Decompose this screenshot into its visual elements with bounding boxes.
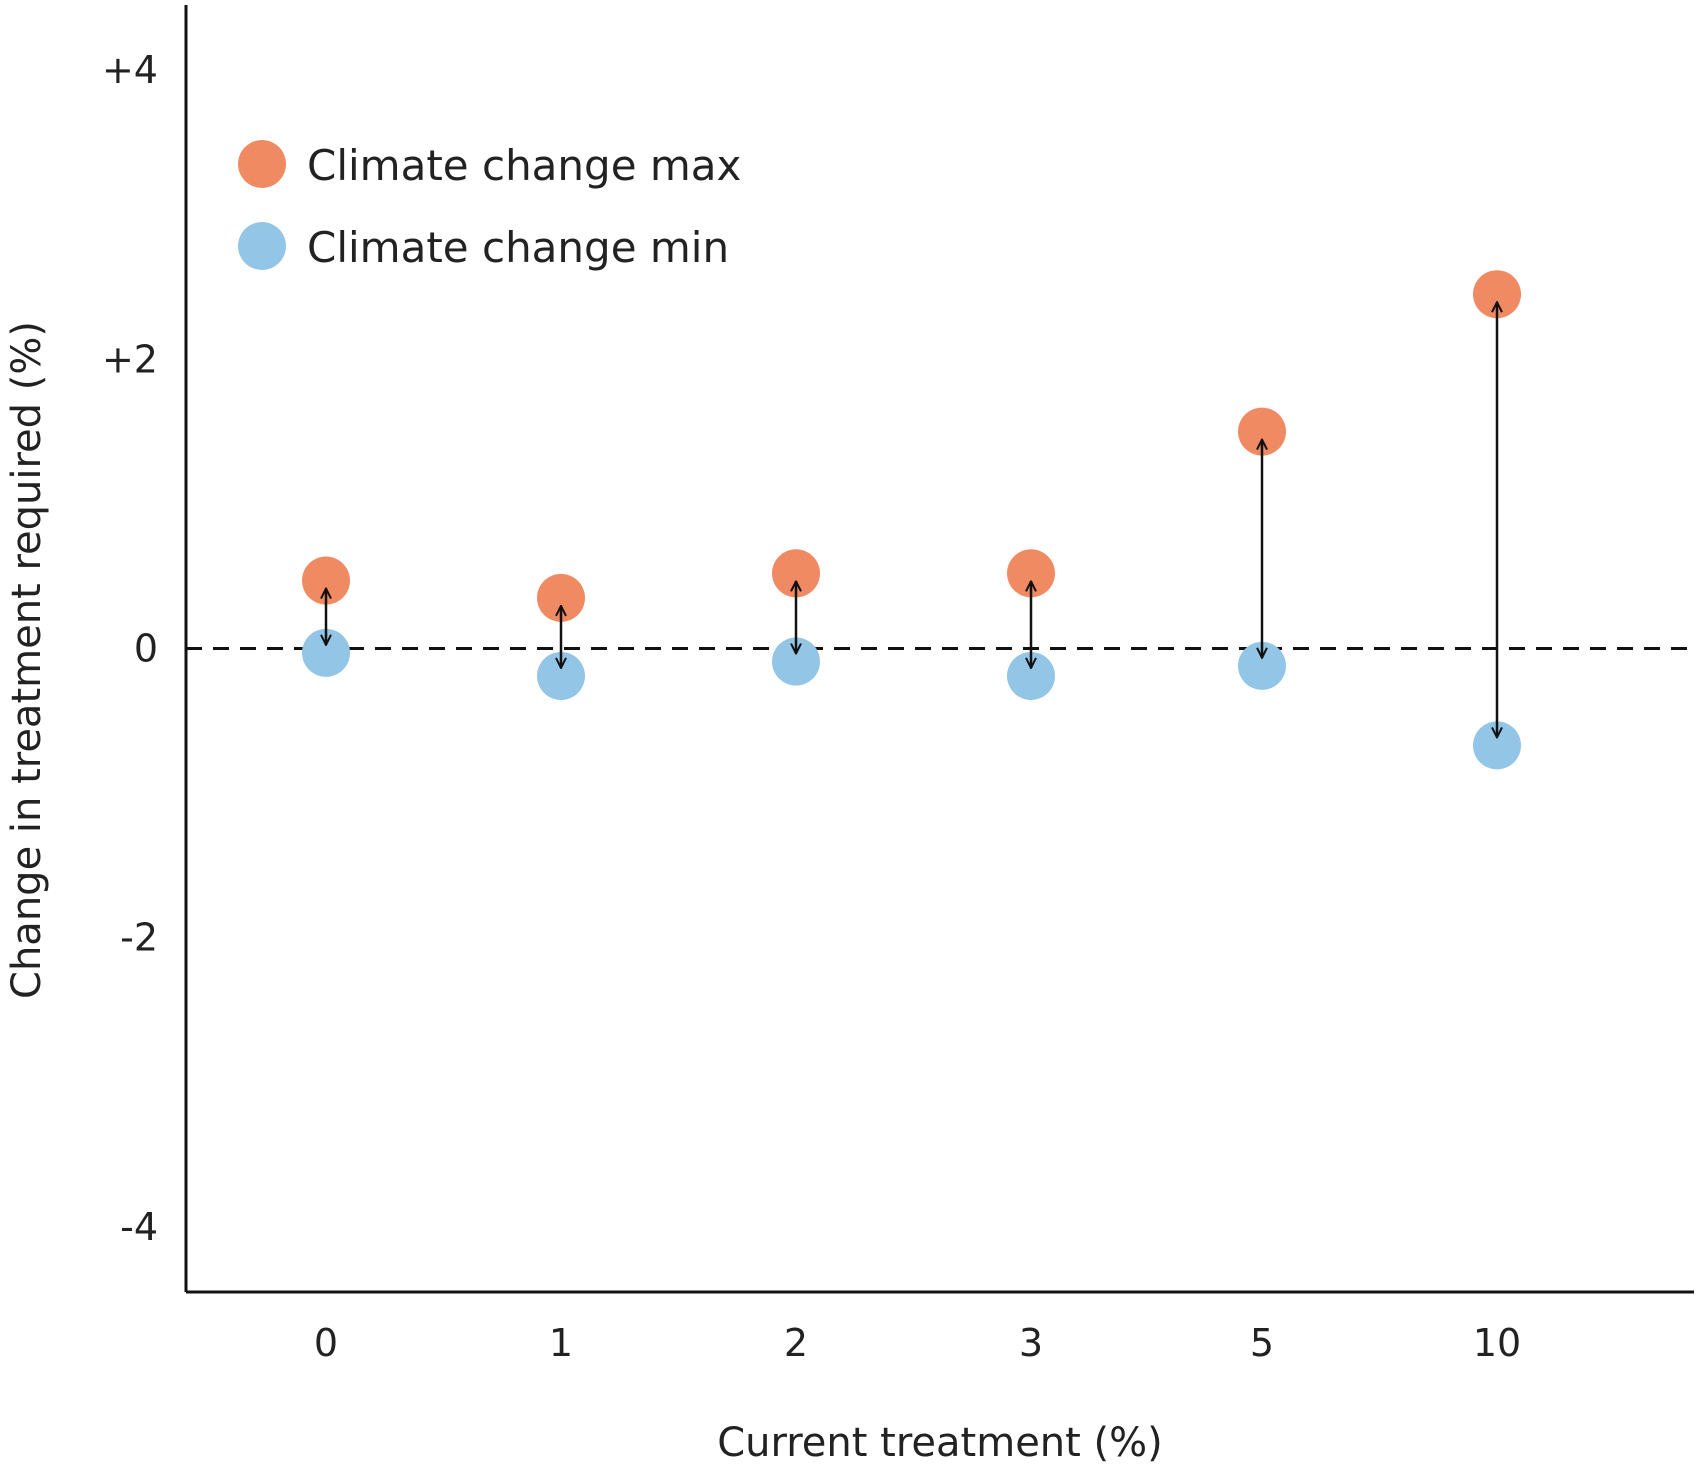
point-climate-min [772,637,820,686]
point-climate-min [1007,651,1055,700]
legend-label-min: Climate change min [307,223,729,272]
x-tick-label: 2 [784,1321,808,1365]
point-climate-max [772,549,820,598]
point-climate-max [1007,549,1055,598]
y-tick-labels: +4 +2 0 -2 -4 [102,48,158,1249]
point-climate-max [537,573,585,622]
point-climate-max [1238,407,1286,456]
y-tick-label: +4 [102,48,158,92]
point-climate-min [1238,641,1286,690]
point-climate-max [1473,270,1521,319]
x-tick-label: 1 [549,1321,573,1365]
legend-marker-max [238,140,286,188]
y-tick-label: +2 [102,337,158,381]
legend-marker-min [238,222,286,270]
y-axis-title: Change in treatment required (%) [4,321,50,999]
y-tick-label: 0 [134,627,158,671]
point-climate-min [1473,721,1521,770]
range-arrows [326,302,1497,737]
data-points [302,270,1521,770]
x-tick-labels: 0 1 2 3 5 10 [314,1321,1521,1365]
point-climate-min [302,628,350,677]
point-climate-min [537,651,585,700]
y-tick-label: -4 [120,1205,158,1249]
legend: Climate change max Climate change min [238,140,741,272]
x-tick-label: 0 [314,1321,338,1365]
x-axis-title: Current treatment (%) [717,1420,1163,1466]
x-tick-label: 10 [1473,1321,1521,1365]
x-tick-label: 3 [1019,1321,1043,1365]
point-climate-max [302,556,350,605]
legend-label-max: Climate change max [307,141,741,190]
x-tick-label: 5 [1250,1321,1274,1365]
y-tick-label: -2 [120,916,158,960]
